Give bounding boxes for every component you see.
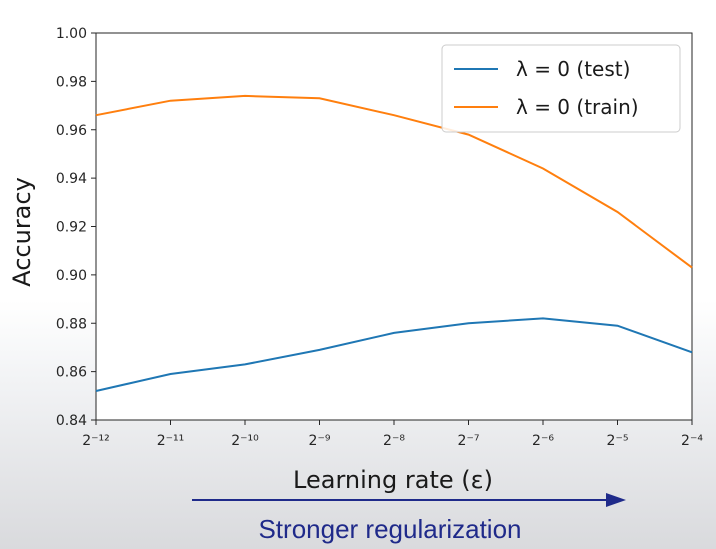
legend-label: λ = 0 (test) bbox=[516, 57, 630, 81]
x-tick-label: 2⁻⁹ bbox=[309, 433, 331, 449]
y-tick-label: 0.94 bbox=[56, 171, 87, 187]
regularization-caption: Stronger regularization bbox=[258, 514, 521, 544]
legend-label: λ = 0 (train) bbox=[516, 95, 639, 119]
x-tick-label: 2⁻⁵ bbox=[607, 433, 629, 449]
y-axis-ticks: 0.84 0.86 0.88 0.90 0.92 0.94 0.96 0.98 1.00 bbox=[56, 26, 96, 429]
x-tick-label: 2⁻⁶ bbox=[532, 433, 554, 449]
x-tick-label: 2⁻¹² bbox=[82, 433, 110, 449]
x-tick-label: 2⁻¹¹ bbox=[157, 433, 185, 449]
series-layer bbox=[95, 94, 693, 392]
regularization-arrow bbox=[192, 493, 626, 507]
x-tick-label: 2⁻⁴ bbox=[681, 433, 703, 449]
legend-box bbox=[441, 44, 681, 133]
y-tick-label: 0.84 bbox=[56, 413, 87, 429]
y-tick-label: 0.90 bbox=[56, 268, 87, 284]
y-tick-label: 0.88 bbox=[56, 316, 87, 332]
y-tick-label: 0.92 bbox=[56, 220, 87, 236]
x-tick-label: 2⁻⁷ bbox=[458, 433, 480, 449]
x-tick-label: 2⁻¹⁰ bbox=[231, 433, 259, 449]
y-axis-label: Accuracy bbox=[8, 177, 36, 287]
y-tick-label: 0.86 bbox=[56, 365, 87, 381]
x-tick-label: 2⁻⁸ bbox=[383, 433, 405, 449]
series-line-1 bbox=[95, 94, 693, 269]
y-tick-label: 0.98 bbox=[56, 74, 87, 90]
y-tick-label: 0.96 bbox=[56, 123, 87, 139]
y-tick-label: 1.00 bbox=[56, 26, 87, 42]
arrow-head-icon bbox=[606, 493, 626, 507]
x-axis-ticks: 2⁻¹² 2⁻¹¹ 2⁻¹⁰ 2⁻⁹ 2⁻⁸ 2⁻⁷ 2⁻⁶ 2⁻⁵ 2⁻⁴ bbox=[82, 420, 703, 449]
legend: λ = 0 (test) λ = 0 (train) bbox=[441, 44, 681, 133]
series-line-0 bbox=[95, 317, 693, 392]
x-axis-label: Learning rate (ε) bbox=[293, 466, 493, 494]
